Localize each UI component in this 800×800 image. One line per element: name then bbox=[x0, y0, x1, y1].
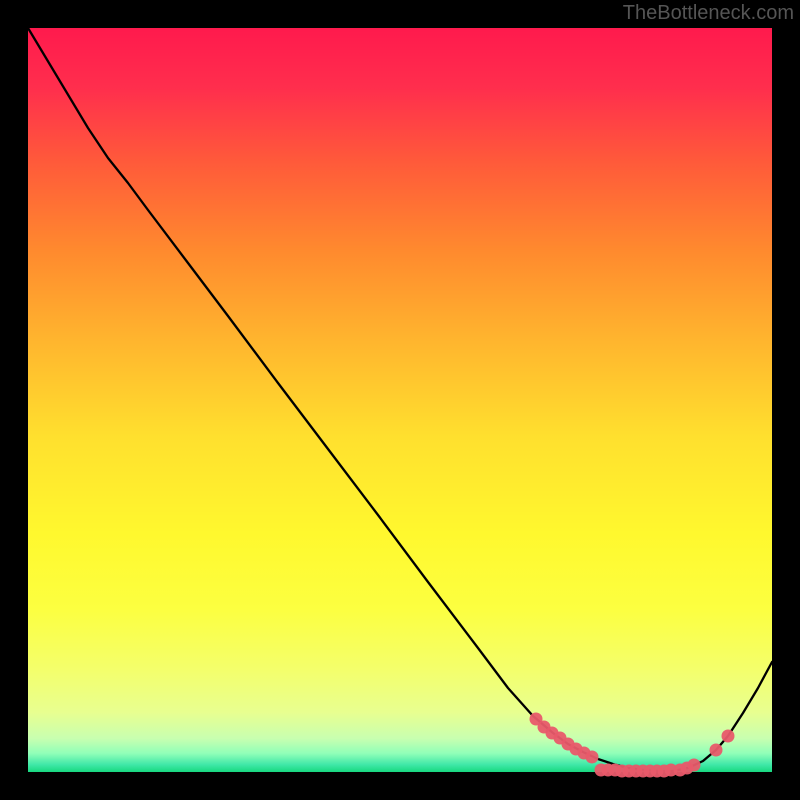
data-marker bbox=[586, 751, 599, 764]
plot-area bbox=[28, 28, 772, 772]
chart-outer-frame: TheBottleneck.com bbox=[0, 0, 800, 800]
watermark-text: TheBottleneck.com bbox=[623, 2, 794, 25]
gradient-background bbox=[28, 28, 772, 772]
data-marker bbox=[722, 730, 735, 743]
plot-svg bbox=[28, 28, 772, 772]
data-marker bbox=[688, 759, 701, 772]
data-marker bbox=[710, 744, 723, 757]
